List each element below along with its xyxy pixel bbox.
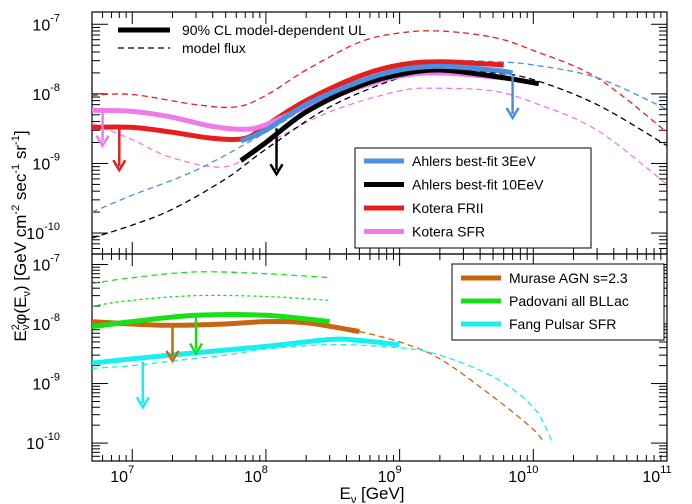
x-tick-label: 109 <box>378 464 402 486</box>
y-axis-label: E2νφ(Eν) [GeV cm-2 sec-1 sr-1] <box>10 130 33 341</box>
y-tick-label: 10-8 <box>32 312 60 334</box>
legend-label: Kotera FRII <box>412 200 484 216</box>
y-tick-label: 10-9 <box>32 151 60 173</box>
y-tick-label: 10-10 <box>26 431 60 453</box>
top-series-line <box>92 70 504 132</box>
legend-label: Kotera SFR <box>412 224 485 240</box>
bottom-series-line <box>92 344 554 444</box>
legend-label: Ahlers best-fit 3EeV <box>412 153 536 169</box>
bottom-series-line <box>359 330 545 444</box>
upper-limit-arrowhead <box>135 396 150 410</box>
top-panel-series <box>92 30 667 239</box>
y-tick-label: 10-10 <box>26 221 60 243</box>
x-tick-label: 1010 <box>508 464 538 486</box>
top-series-line <box>92 30 667 133</box>
y-tick-label: 10-7 <box>32 252 60 274</box>
x-tick-label: 107 <box>110 464 134 486</box>
y-tick-label: 10-8 <box>32 82 60 104</box>
legend-label: Murase AGN s=2.3 <box>509 270 628 286</box>
tick-labels: 10-7 10-8 10-9 10-10 10-7 10-8 10-9 10-10 107 108… <box>26 12 671 486</box>
legend-label: Ahlers best-fit 10EeV <box>412 177 544 193</box>
upper-limit-arrowhead <box>269 163 284 177</box>
y-tick-label: 10-9 <box>32 372 60 394</box>
legend-label: Padovani all BLLac <box>509 293 629 309</box>
legends: 90% CL model-dependent UL model flux Ahler… <box>118 22 665 341</box>
legend-label: model flux <box>182 40 246 56</box>
x-axis-label: Eν [GeV] <box>339 484 404 504</box>
upper-limit-arrowhead <box>165 350 180 364</box>
upper-limit-arrowhead <box>112 159 127 173</box>
axis-ticks <box>91 12 668 462</box>
top-series-line <box>239 67 540 163</box>
upper-limit-arrowhead <box>95 135 110 149</box>
upper-limit-arrowhead <box>188 342 204 356</box>
top-series-line <box>239 63 514 144</box>
legend-label: Fang Pulsar SFR <box>509 316 616 332</box>
legend-label: 90% CL model-dependent UL <box>182 22 366 38</box>
x-tick-label: 1011 <box>642 464 671 486</box>
x-tick-label: 108 <box>244 464 268 486</box>
bottom-panel-frame <box>91 253 668 462</box>
bottom-panel-series <box>92 271 554 444</box>
top-series-line <box>92 70 667 239</box>
y-tick-label: 10-7 <box>32 12 60 34</box>
upper-limit-arrowhead <box>505 107 520 121</box>
bottom-series-line <box>92 271 330 285</box>
bottom-series-line <box>92 336 400 366</box>
bottom-series-line <box>92 294 330 307</box>
bottom-series-line <box>92 312 330 330</box>
